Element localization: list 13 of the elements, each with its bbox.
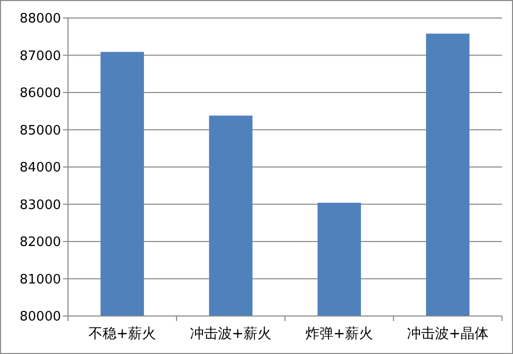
x-tick-label: 炸弹+薪火 <box>305 326 374 342</box>
y-tick-label: 87000 <box>20 48 61 64</box>
y-tick-label: 80000 <box>20 310 61 325</box>
y-tick-label: 81000 <box>20 272 61 288</box>
x-tick-label: 冲击波+晶体 <box>406 326 489 342</box>
y-tick-label: 82000 <box>20 235 61 250</box>
y-tick-label: 86000 <box>20 86 61 102</box>
y-tick-label: 83000 <box>20 198 61 213</box>
y-tick-label: 84000 <box>20 160 61 176</box>
x-tick-label: 不稳+薪火 <box>88 326 156 342</box>
y-tick-label: 85000 <box>20 123 61 138</box>
y-tick-label: 88000 <box>20 12 61 27</box>
x-tick-label: 冲击波+薪火 <box>190 326 272 342</box>
